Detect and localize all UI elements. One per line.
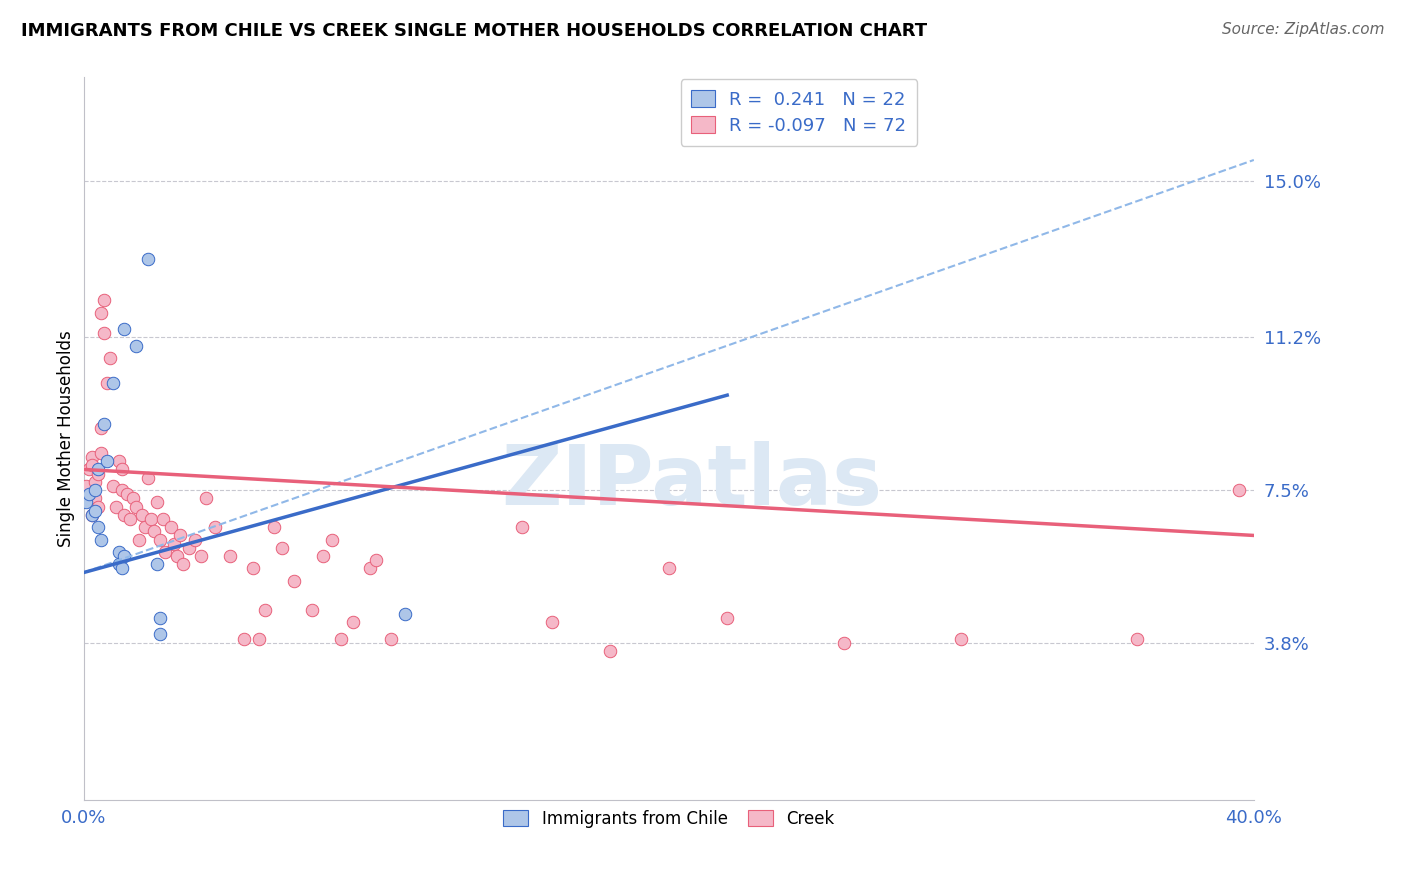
Y-axis label: Single Mother Households: Single Mother Households (58, 330, 75, 547)
Text: Source: ZipAtlas.com: Source: ZipAtlas.com (1222, 22, 1385, 37)
Text: ZIPatlas: ZIPatlas (502, 442, 883, 523)
Legend: Immigrants from Chile, Creek: Immigrants from Chile, Creek (496, 803, 841, 835)
Text: IMMIGRANTS FROM CHILE VS CREEK SINGLE MOTHER HOUSEHOLDS CORRELATION CHART: IMMIGRANTS FROM CHILE VS CREEK SINGLE MO… (21, 22, 927, 40)
